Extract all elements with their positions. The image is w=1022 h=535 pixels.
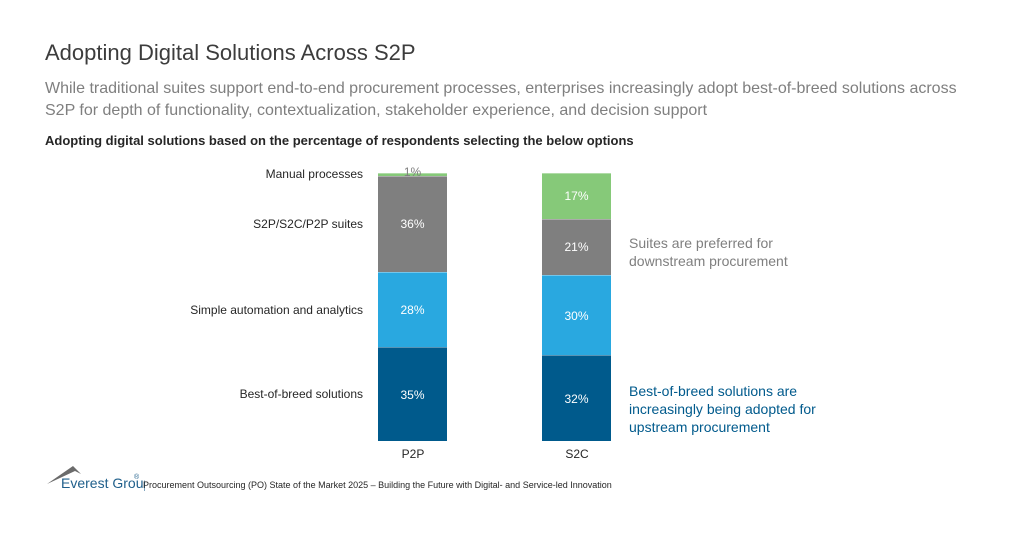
bar-segment: 36%	[378, 175, 447, 273]
data-label: 30%	[564, 308, 589, 323]
bar-segment: 28%	[378, 272, 447, 348]
x-tick-label: P2P	[401, 447, 425, 461]
everest-group-logo: Everest Group ®	[47, 466, 145, 491]
legend-label: Simple automation and analytics	[190, 302, 363, 317]
svg-text:Everest Group: Everest Group	[61, 475, 145, 491]
bar-segment: 35%	[378, 347, 447, 441]
bar-segment: 17%	[542, 173, 611, 219]
data-label: 35%	[400, 387, 425, 402]
legend-label: S2P/S2C/P2P suites	[253, 216, 363, 231]
annotation-best-of-breed: Best-of-breed solutions are increasingly…	[629, 383, 816, 435]
data-label: 1%	[403, 165, 422, 179]
data-label: 32%	[564, 391, 589, 406]
data-label: 28%	[400, 303, 425, 318]
legend-label: Best-of-breed solutions	[239, 387, 363, 402]
legend-label: Manual processes	[265, 167, 363, 182]
bar-segment: 21%	[542, 218, 611, 275]
page-subtitle: While traditional suites support end-to-…	[45, 80, 957, 119]
svg-text:®: ®	[134, 473, 140, 481]
bar-segment: 30%	[542, 274, 611, 356]
data-label: 21%	[564, 240, 589, 255]
data-label: 17%	[564, 189, 589, 204]
bar-segment: 1%	[378, 165, 447, 179]
page-title: Adopting Digital Solutions Across S2P	[45, 40, 416, 65]
annotation-suites: Suites are preferred for downstream proc…	[629, 235, 788, 269]
chart-title: Adopting digital solutions based on the …	[45, 133, 634, 148]
x-tick-label: S2C	[565, 447, 589, 461]
data-label: 36%	[400, 217, 425, 232]
footer-source: Procurement Outsourcing (PO) State of th…	[143, 480, 612, 490]
bar-segment: 32%	[542, 355, 611, 441]
